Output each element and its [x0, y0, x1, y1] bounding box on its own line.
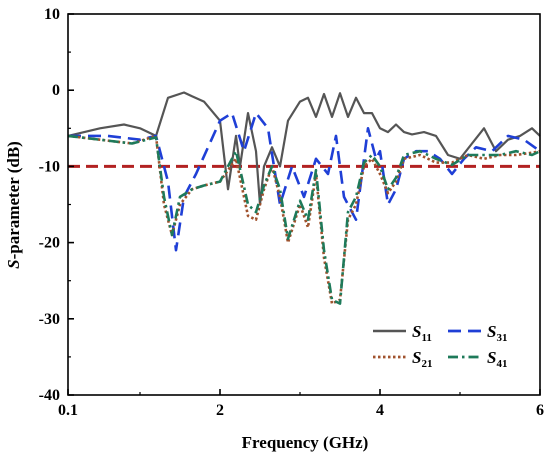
legend: S11 S31 S21 S41: [373, 322, 507, 370]
axes: 10 0 -10 -20 -30 -400.1 2 4 6: [39, 6, 544, 419]
x-tick-label: 0.1: [58, 402, 78, 419]
y-tick-label: -40: [39, 387, 60, 404]
y-axis-title-rest: -parameter (dB): [4, 141, 23, 259]
series-line-s41: [67, 134, 541, 305]
x-axis-title: Frequency (GHz): [242, 433, 369, 452]
legend-label-s21: S21: [412, 348, 432, 370]
x-tick-label: 6: [536, 402, 544, 419]
plot-frame: [67, 13, 541, 396]
legend-label-s11: S11: [412, 322, 432, 344]
y-tick-label: 0: [52, 82, 60, 99]
y-axis-title: S-parameter (dB): [4, 141, 23, 269]
y-axis-title-italic: S: [4, 259, 23, 268]
x-tick-label: 4: [376, 402, 384, 419]
legend-label-s31: S31: [487, 322, 507, 344]
legend-label-s41: S41: [487, 348, 507, 370]
y-tick-label: -10: [39, 158, 60, 175]
y-tick-label: 10: [44, 6, 60, 23]
series-line-s31: [68, 111, 541, 252]
series-line-s11: [67, 91, 541, 206]
y-tick-label: -30: [39, 311, 60, 328]
series-line-s21: [67, 134, 541, 305]
x-tick-label: 2: [216, 402, 224, 419]
plot-area: [67, 91, 541, 305]
y-tick-label: -20: [39, 235, 60, 252]
